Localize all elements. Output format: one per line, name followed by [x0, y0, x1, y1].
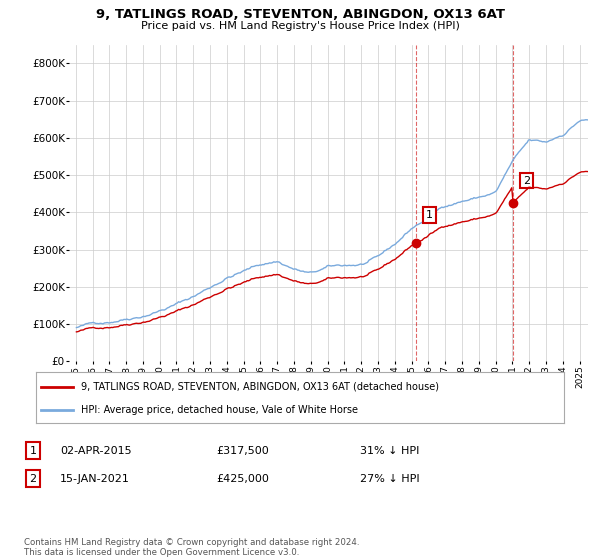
Text: 2: 2 — [29, 474, 37, 484]
Text: £425,000: £425,000 — [216, 474, 269, 484]
Text: 27% ↓ HPI: 27% ↓ HPI — [360, 474, 419, 484]
Text: Price paid vs. HM Land Registry's House Price Index (HPI): Price paid vs. HM Land Registry's House … — [140, 21, 460, 31]
Text: Contains HM Land Registry data © Crown copyright and database right 2024.
This d: Contains HM Land Registry data © Crown c… — [24, 538, 359, 557]
Text: 9, TATLINGS ROAD, STEVENTON, ABINGDON, OX13 6AT (detached house): 9, TATLINGS ROAD, STEVENTON, ABINGDON, O… — [81, 381, 439, 391]
Text: 1: 1 — [29, 446, 37, 456]
Text: 02-APR-2015: 02-APR-2015 — [60, 446, 131, 456]
Text: £317,500: £317,500 — [216, 446, 269, 456]
Text: 15-JAN-2021: 15-JAN-2021 — [60, 474, 130, 484]
Text: 2: 2 — [523, 176, 530, 186]
Text: HPI: Average price, detached house, Vale of White Horse: HPI: Average price, detached house, Vale… — [81, 405, 358, 415]
Text: 9, TATLINGS ROAD, STEVENTON, ABINGDON, OX13 6AT: 9, TATLINGS ROAD, STEVENTON, ABINGDON, O… — [95, 8, 505, 21]
Text: 31% ↓ HPI: 31% ↓ HPI — [360, 446, 419, 456]
Text: 1: 1 — [426, 210, 433, 220]
